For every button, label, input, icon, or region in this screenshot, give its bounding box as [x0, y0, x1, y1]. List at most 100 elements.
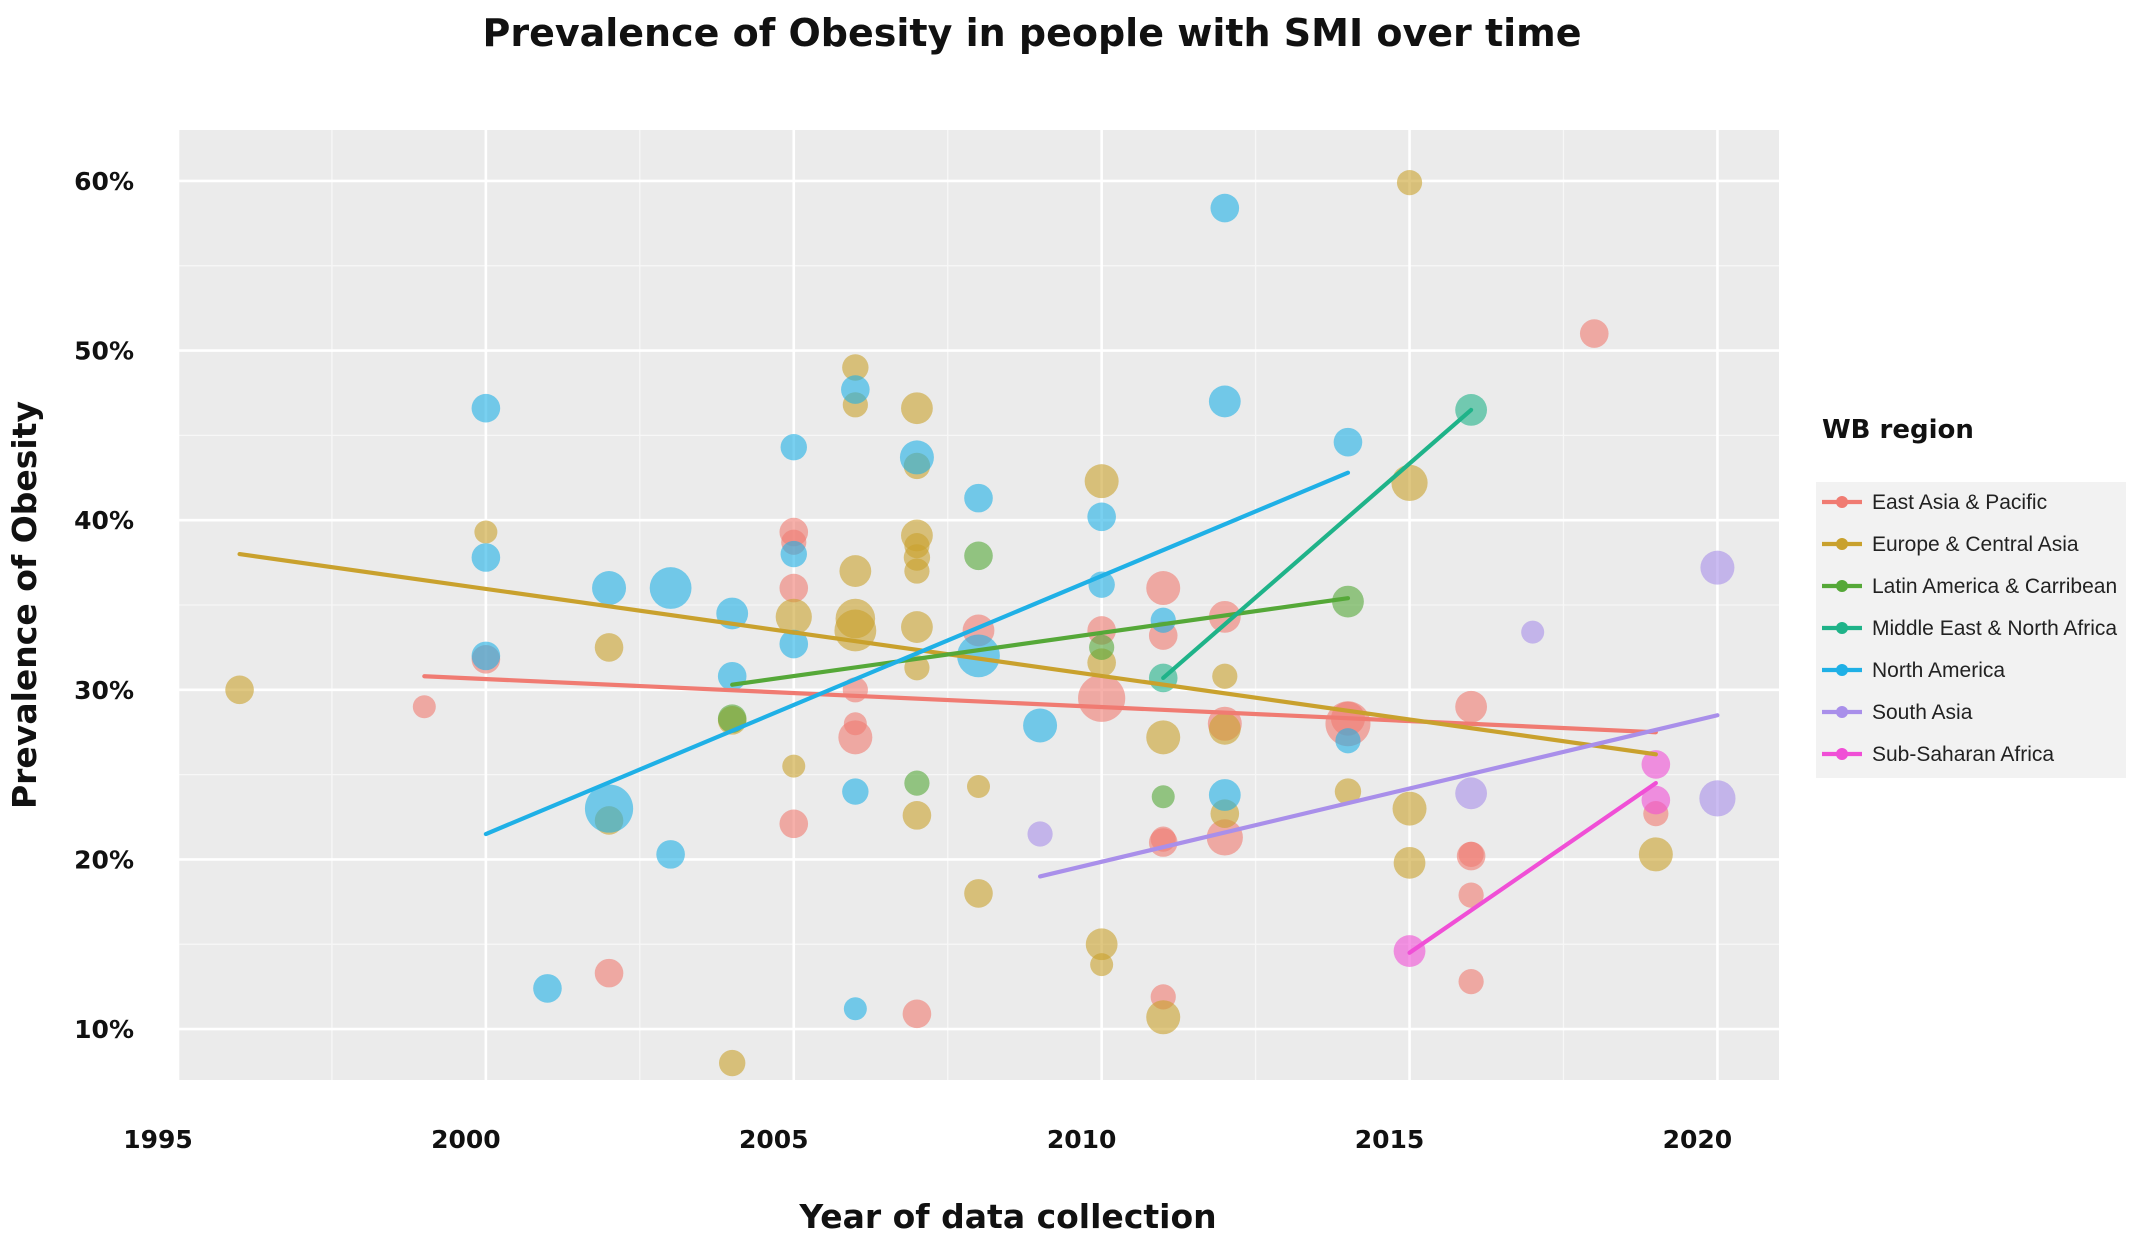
point-2-3 [1089, 634, 1115, 661]
x-axis-ticks: 1995 2000 2005 2010 2015 2020 [123, 1125, 1732, 1154]
point-1-21 [902, 801, 932, 830]
point-1-8 [842, 354, 869, 381]
point-1-2 [594, 633, 624, 662]
point-4-5 [584, 784, 634, 833]
legend-dot-1 [1836, 538, 1848, 550]
point-5-1 [1455, 777, 1488, 810]
x-tick-label: 2005 [739, 1125, 809, 1154]
point-5-2 [1521, 620, 1545, 644]
point-4-15 [843, 997, 867, 1021]
point-1-23 [964, 879, 993, 908]
point-0-26 [1458, 841, 1484, 867]
point-4-14 [842, 778, 869, 805]
point-4-12 [779, 629, 809, 659]
trend-line-0 [422, 674, 1658, 735]
point-4-13 [841, 375, 870, 404]
point-4-24 [1208, 385, 1241, 418]
x-axis-label: Year of data collection [798, 1197, 1216, 1236]
y-tick-label: 30% [74, 676, 134, 705]
legend-label-0: East Asia & Pacific [1872, 491, 2047, 514]
point-4-19 [1023, 708, 1058, 743]
point-0-6 [779, 809, 809, 839]
y-tick-label: 60% [74, 167, 134, 196]
point-4-10 [780, 434, 807, 461]
point-1-13 [901, 392, 933, 425]
point-4-20 [1087, 502, 1116, 532]
point-2-1 [904, 770, 930, 796]
point-5-3 [1700, 550, 1735, 585]
trend-line-4 [483, 470, 1351, 837]
point-6-1 [1641, 750, 1671, 779]
point-1-29 [1146, 1000, 1181, 1035]
legend-dot-6 [1836, 748, 1848, 760]
point-1-35 [1391, 464, 1428, 501]
point-2-5 [1332, 585, 1364, 618]
legend-dot-5 [1836, 706, 1848, 718]
point-1-10 [839, 555, 872, 587]
point-1-7 [782, 754, 806, 778]
point-4-18 [957, 634, 1000, 678]
point-0-24 [1455, 690, 1488, 723]
point-1-1 [474, 520, 498, 544]
point-1-36 [1392, 791, 1427, 826]
point-1-31 [1208, 712, 1241, 745]
point-1-34 [1396, 169, 1423, 196]
point-0-9 [843, 712, 867, 736]
legend-dot-4 [1836, 664, 1848, 676]
point-1-37 [1393, 846, 1426, 879]
y-tick-label: 20% [74, 845, 134, 874]
point-1-27 [1090, 953, 1114, 977]
point-1-33 [1334, 778, 1362, 805]
y-axis-label: Prevalence of Obesity [5, 401, 44, 809]
trend-line-5 [1037, 713, 1720, 879]
point-0-29 [1579, 319, 1609, 348]
point-4-7 [656, 840, 685, 869]
legend-dot-0 [1836, 496, 1848, 508]
legend-title: WB region [1822, 415, 1974, 445]
point-0-2 [594, 958, 624, 988]
point-4-11 [780, 540, 807, 568]
point-2-2 [964, 541, 993, 571]
point-0-28 [1458, 969, 1484, 995]
legend-label-5: South Asia [1872, 701, 1973, 724]
point-0-0 [412, 695, 436, 719]
legend-label-4: North America [1872, 659, 2005, 682]
point-5-0 [1027, 821, 1053, 847]
point-4-2 [471, 641, 501, 671]
trend-line-6 [1407, 781, 1658, 955]
x-tick-label: 1995 [123, 1125, 193, 1154]
legend: WB region East Asia & Pacific Europe & Ce… [1816, 415, 2126, 778]
point-4-26 [1333, 427, 1363, 457]
legend-label-6: Sub-Saharan Africa [1872, 743, 2054, 766]
point-0-14 [1146, 571, 1181, 606]
point-1-38 [1638, 837, 1673, 872]
point-1-0 [225, 675, 254, 705]
point-0-10 [902, 999, 932, 1029]
x-tick-label: 2015 [1355, 1125, 1425, 1154]
point-4-0 [471, 393, 501, 423]
x-tick-label: 2000 [431, 1125, 501, 1154]
point-4-16 [899, 440, 934, 475]
x-tick-label: 2010 [1047, 1125, 1117, 1154]
point-1-28 [1146, 720, 1181, 755]
chart-title: Prevalence of Obesity in people with SMI… [482, 11, 1581, 55]
point-0-13 [1078, 674, 1126, 722]
point-4-4 [592, 571, 627, 606]
point-1-26 [1085, 928, 1118, 961]
point-5-4 [1699, 780, 1736, 817]
point-1-6 [775, 598, 812, 635]
point-4-25 [1208, 779, 1241, 811]
point-2-4 [1151, 785, 1175, 809]
point-4-3 [533, 974, 562, 1003]
legend-label-2: Latin America & Carribean [1872, 575, 2117, 598]
point-0-27 [1458, 882, 1484, 908]
legend-label-1: Europe & Central Asia [1872, 533, 2079, 556]
point-1-5 [718, 1049, 746, 1077]
point-4-6 [649, 567, 692, 609]
trend-line-2 [730, 596, 1351, 687]
trend-lines [237, 407, 1720, 955]
grid-lines [176, 130, 1779, 1080]
point-1-18 [904, 558, 930, 584]
point-1-24 [1084, 464, 1119, 499]
point-1-19 [901, 611, 933, 643]
